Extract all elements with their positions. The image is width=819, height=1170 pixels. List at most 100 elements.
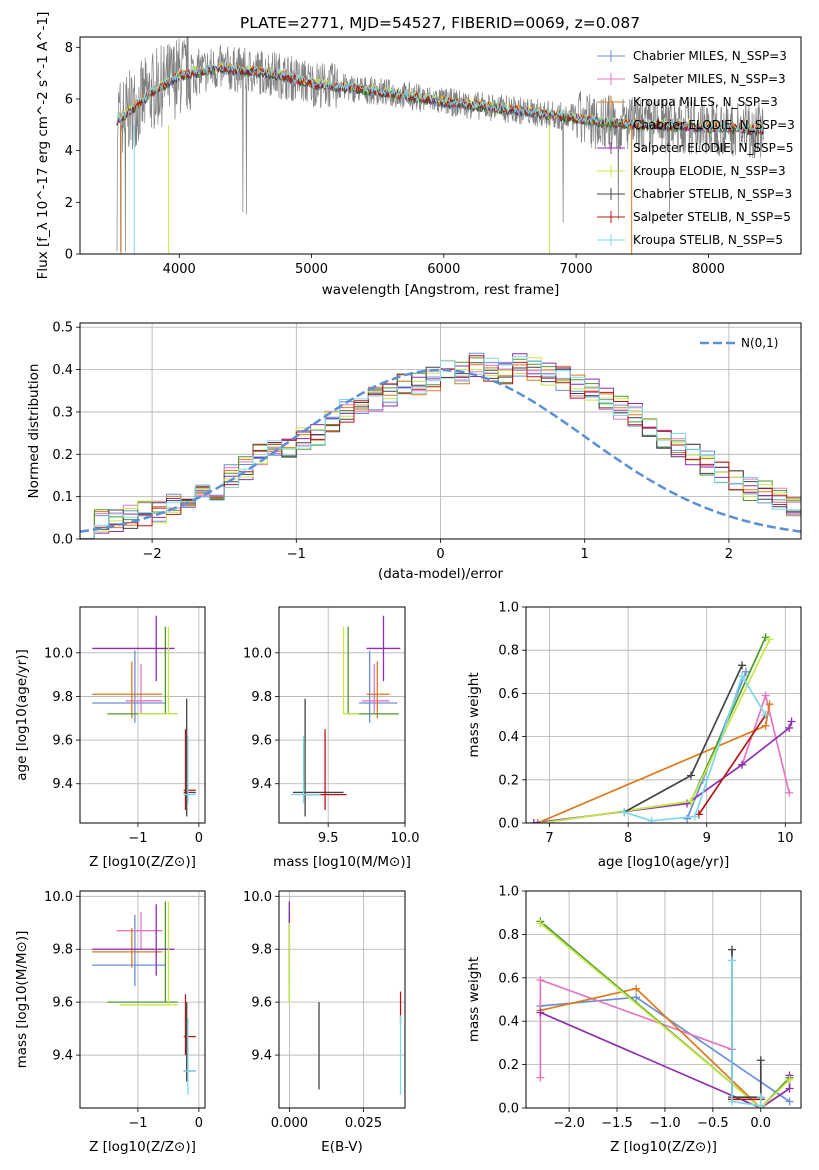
errorbar-point xyxy=(107,901,178,1003)
legend-label: N(0,1) xyxy=(741,336,778,350)
x-axis-label: age [log10(age/yr)] xyxy=(598,854,730,870)
x-tick-label: −1 xyxy=(287,547,306,562)
x-tick-label: 0.025 xyxy=(345,1116,382,1131)
y-tick-label: 1.0 xyxy=(498,601,519,616)
legend-label: Chabrier ELODIE, N_SSP=3 xyxy=(633,118,795,132)
x-axis-label: Z [log10(Z/Z⊙)] xyxy=(610,1139,717,1155)
y-tick-label: 6 xyxy=(65,93,73,108)
weight-marker xyxy=(765,700,774,709)
errorbar-point xyxy=(137,626,178,715)
weight-marker xyxy=(536,1008,545,1017)
x-tick-label: 7000 xyxy=(560,262,593,277)
weight-marker xyxy=(756,1101,765,1108)
weight-marker xyxy=(785,1084,794,1093)
weight-marker xyxy=(787,717,796,726)
weight-marker xyxy=(785,1097,794,1106)
weight-marker xyxy=(687,797,695,806)
weight-marker xyxy=(785,788,794,797)
y-tick-label: 0.0 xyxy=(498,1102,519,1117)
x-tick-label: 0.0 xyxy=(750,1116,771,1131)
weight-marker xyxy=(687,771,695,780)
weight-marker xyxy=(536,1073,545,1082)
y-tick-label: 9.6 xyxy=(251,734,272,749)
weight-marker xyxy=(632,984,641,993)
weight-marker xyxy=(620,808,629,817)
y-tick-label: 0.6 xyxy=(498,687,519,702)
y-tick-label: 9.4 xyxy=(52,777,73,792)
y-tick-label: 0.4 xyxy=(498,730,519,745)
weight-marker xyxy=(738,672,747,681)
weight-marker xyxy=(785,723,794,732)
errorbar-point xyxy=(366,615,401,682)
x-tick-label: 6000 xyxy=(427,262,460,277)
legend-label: Kroupa ELODIE, N_SSP=3 xyxy=(633,164,786,178)
y-tick-label: 0.8 xyxy=(498,644,519,659)
x-tick-label: −1 xyxy=(128,1116,147,1131)
x-tick-label: 8 xyxy=(624,831,632,846)
axes-6: −1 0 9.4 9.6 9.8 10.0 xyxy=(44,890,205,1131)
weight-series xyxy=(728,956,765,1108)
y-tick-label: 0.0 xyxy=(498,817,519,832)
errorbar-point xyxy=(183,1018,196,1095)
weight-marker xyxy=(742,667,750,676)
errorbar-point xyxy=(366,661,390,719)
weight-marker xyxy=(761,691,770,700)
errorbar-point xyxy=(358,650,398,723)
weight-line xyxy=(731,960,762,1107)
weight-marker xyxy=(536,975,545,984)
legend-label: Chabrier MILES, N_SSP=3 xyxy=(633,49,787,63)
x-tick-label: 7 xyxy=(545,831,553,846)
y-tick-label: 9.6 xyxy=(52,996,73,1011)
x-tick-label: 5000 xyxy=(295,262,328,277)
weight-marker xyxy=(683,814,692,823)
y-axis-label: mass [log10(M/M⊙)] xyxy=(14,931,30,1069)
weight-marker xyxy=(690,812,699,821)
x-tick-label: 10.0 xyxy=(391,831,420,846)
y-tick-label: 10.0 xyxy=(44,646,73,661)
axes-frame-5 xyxy=(525,606,802,824)
errorbar-point xyxy=(92,615,175,682)
x-axis-label: (data-model)/error xyxy=(378,566,504,582)
y-tick-label: 9.8 xyxy=(52,690,73,705)
errorbar-point xyxy=(342,626,359,715)
x-tick-label: 8000 xyxy=(692,262,725,277)
x-tick-label: 1 xyxy=(581,547,589,562)
weight-marker xyxy=(761,711,770,719)
weight-series xyxy=(537,635,774,823)
errorbar-point xyxy=(92,661,163,719)
axes-frame-1 xyxy=(79,36,802,255)
axes-frame-8 xyxy=(525,890,802,1109)
y-tick-label: 9.4 xyxy=(251,777,272,792)
axes-frame-7 xyxy=(278,890,406,1109)
x-axis-label: wavelength [Angstrom, rest frame] xyxy=(322,282,560,298)
axes-1: 4000 5000 6000 7000 8000 0 2 4 6 8 xyxy=(65,41,725,277)
y-axis-label: Normed distribution xyxy=(26,364,42,499)
weight-marker xyxy=(756,1093,765,1102)
axes-frame-2 xyxy=(79,322,802,540)
y-tick-label: 10.0 xyxy=(243,890,272,905)
y-tick-label: 0 xyxy=(65,248,73,263)
errorbar-point xyxy=(183,994,196,1056)
errorbar-point xyxy=(92,928,163,968)
y-tick-label: 0.2 xyxy=(52,448,73,463)
y-tick-label: 9.8 xyxy=(251,690,272,705)
x-tick-label: −1.5 xyxy=(601,1116,633,1131)
legend-label: Salpeter ELODIE, N_SSP=5 xyxy=(633,141,794,155)
x-tick-label: 10 xyxy=(777,831,794,846)
y-tick-label: 10.0 xyxy=(243,646,272,661)
y-tick-label: 0.4 xyxy=(498,1015,519,1030)
x-axis-label: Z [log10(Z/Z⊙)] xyxy=(89,1139,196,1155)
legend-label: Salpeter STELIB, N_SSP=5 xyxy=(633,210,791,224)
legend-spectra: Chabrier MILES, N_SSP=3 Salpeter MILES, N… xyxy=(597,49,795,247)
x-axis-label: Z [log10(Z/Z⊙)] xyxy=(89,854,196,870)
errorbar-point xyxy=(92,904,175,976)
weight-line xyxy=(698,714,767,815)
y-axis-label: mass weight xyxy=(466,957,482,1042)
x-tick-label: −1 xyxy=(128,831,147,846)
x-axis-label: E(B-V) xyxy=(321,1139,363,1155)
y-tick-label: 0.1 xyxy=(52,490,73,505)
legend-label: Kroupa MILES, N_SSP=3 xyxy=(633,95,778,109)
y-tick-label: 9.6 xyxy=(251,996,272,1011)
x-tick-label: −1.0 xyxy=(649,1116,681,1131)
